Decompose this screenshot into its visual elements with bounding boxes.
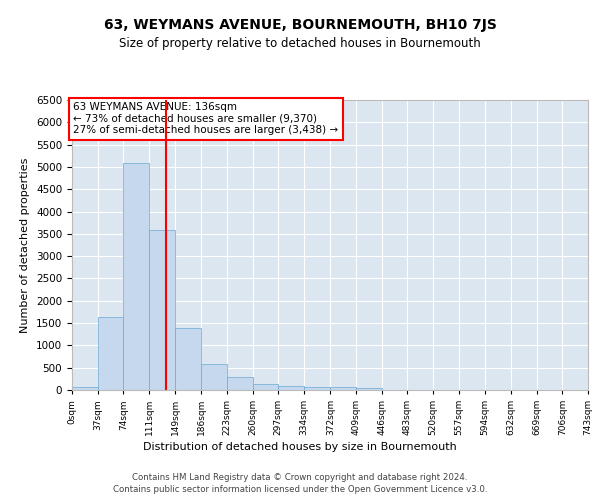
Bar — [304, 387, 331, 390]
Bar — [253, 384, 278, 390]
Text: Contains HM Land Registry data © Crown copyright and database right 2024.: Contains HM Land Registry data © Crown c… — [132, 472, 468, 482]
Bar — [98, 318, 124, 390]
Bar — [124, 164, 149, 390]
Text: 63, WEYMANS AVENUE, BOURNEMOUTH, BH10 7JS: 63, WEYMANS AVENUE, BOURNEMOUTH, BH10 7J… — [104, 18, 496, 32]
Text: 63 WEYMANS AVENUE: 136sqm
← 73% of detached houses are smaller (9,370)
27% of se: 63 WEYMANS AVENUE: 136sqm ← 73% of detac… — [73, 102, 338, 136]
Bar — [201, 364, 227, 390]
Bar — [149, 230, 175, 390]
Bar — [175, 328, 201, 390]
Bar — [356, 388, 382, 390]
Bar — [278, 386, 304, 390]
Bar — [227, 377, 253, 390]
Bar — [331, 388, 356, 390]
Y-axis label: Number of detached properties: Number of detached properties — [20, 158, 31, 332]
Text: Size of property relative to detached houses in Bournemouth: Size of property relative to detached ho… — [119, 38, 481, 51]
Bar — [72, 386, 98, 390]
Text: Contains public sector information licensed under the Open Government Licence v3: Contains public sector information licen… — [113, 485, 487, 494]
Text: Distribution of detached houses by size in Bournemouth: Distribution of detached houses by size … — [143, 442, 457, 452]
